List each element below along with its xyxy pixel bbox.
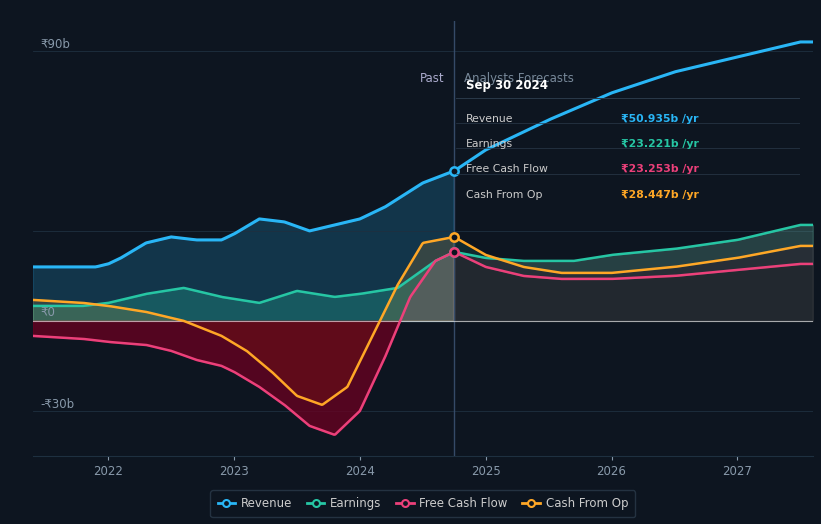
Text: ₹50.935b /yr: ₹50.935b /yr: [621, 114, 699, 124]
Text: Analysts Forecasts: Analysts Forecasts: [465, 72, 574, 85]
Text: Revenue: Revenue: [466, 114, 513, 124]
Text: ₹28.447b /yr: ₹28.447b /yr: [621, 190, 699, 200]
Text: -₹30b: -₹30b: [40, 398, 75, 411]
Text: ₹23.253b /yr: ₹23.253b /yr: [621, 165, 699, 174]
Text: Free Cash Flow: Free Cash Flow: [466, 165, 548, 174]
Legend: Revenue, Earnings, Free Cash Flow, Cash From Op: Revenue, Earnings, Free Cash Flow, Cash …: [210, 490, 635, 517]
Text: ₹23.221b /yr: ₹23.221b /yr: [621, 139, 699, 149]
Text: Cash From Op: Cash From Op: [466, 190, 543, 200]
Text: Earnings: Earnings: [466, 139, 513, 149]
Text: Sep 30 2024: Sep 30 2024: [466, 79, 548, 92]
Text: Past: Past: [420, 72, 444, 85]
Text: ₹90b: ₹90b: [40, 38, 71, 51]
Text: ₹0: ₹0: [40, 307, 55, 320]
